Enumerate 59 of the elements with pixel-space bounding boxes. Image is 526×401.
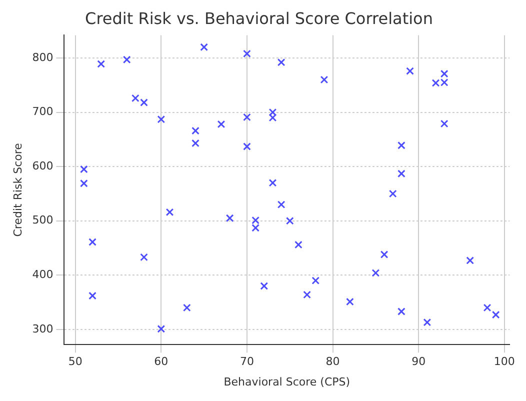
point: [406, 67, 414, 75]
y-tick-label: 800: [32, 50, 54, 64]
point: [226, 214, 234, 222]
point: [122, 56, 131, 64]
point: [80, 165, 88, 174]
point: [88, 238, 96, 246]
point: [286, 216, 294, 225]
y-tick-label: 300: [32, 322, 54, 336]
point: [243, 113, 251, 122]
point: [277, 200, 286, 208]
chart-title: Credit Risk vs. Behavioral Score Correlation: [85, 8, 433, 28]
point: [192, 126, 200, 135]
point: [372, 269, 380, 277]
point: [182, 304, 191, 312]
point: [277, 58, 286, 66]
point: [268, 178, 277, 187]
point: [388, 190, 397, 198]
point: [398, 170, 406, 178]
point: [398, 308, 406, 316]
x-tick-label: 90: [412, 355, 426, 368]
point: [131, 94, 140, 102]
point: [166, 208, 174, 216]
point: [466, 256, 474, 264]
point: [423, 318, 432, 326]
point: [217, 120, 226, 128]
point: [97, 60, 106, 68]
point: [346, 298, 354, 306]
point: [140, 98, 148, 106]
y-tick-label: 400: [32, 268, 54, 281]
point: [398, 141, 406, 150]
y-tick-label: 600: [32, 159, 54, 172]
point: [140, 253, 148, 262]
point: [432, 79, 440, 87]
point: [260, 282, 268, 290]
point: [440, 120, 448, 128]
x-axis-title: Behavioral Score (CPS): [224, 375, 350, 388]
point: [80, 179, 88, 188]
x-tick-label: 70: [240, 355, 254, 368]
point: [492, 310, 500, 319]
y-tick-label: 500: [32, 214, 54, 227]
x-tick-label: 100: [494, 355, 515, 368]
point: [380, 250, 388, 258]
point: [157, 115, 166, 124]
x-tick-label: 60: [154, 355, 168, 368]
point: [88, 292, 96, 300]
y-axis-title: Credit Risk Score: [11, 142, 24, 237]
x-tick-label: 50: [68, 355, 82, 368]
point: [483, 304, 492, 312]
point: [243, 142, 251, 150]
point: [303, 290, 311, 299]
point: [157, 324, 166, 333]
y-tick-label: 700: [32, 105, 54, 118]
point: [200, 43, 208, 52]
point: [192, 139, 200, 148]
point: [312, 276, 320, 284]
x-tick-label: 80: [326, 355, 340, 368]
point: [320, 76, 328, 84]
point: [294, 240, 302, 249]
point: [243, 50, 251, 58]
